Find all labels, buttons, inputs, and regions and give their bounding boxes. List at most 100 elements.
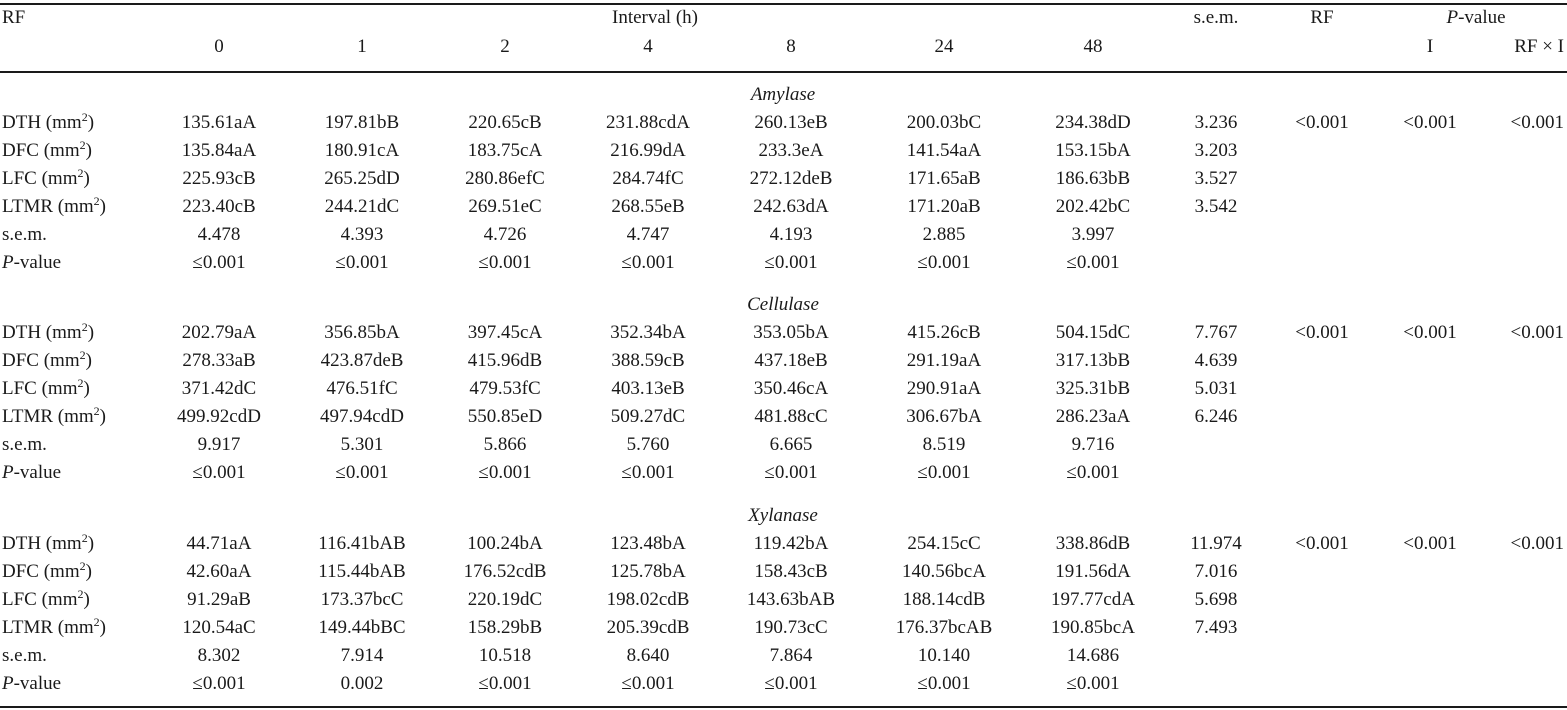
row-sem: 7.016 (1194, 561, 1238, 582)
header-pvalue: P-value (1446, 7, 1506, 28)
table-cell: 188.14cdB (902, 589, 986, 610)
table-cell: 190.73cC (754, 617, 828, 638)
sem-cell: 9.917 (197, 434, 241, 455)
table-cell: 223.40cB (182, 196, 256, 217)
sem-cell: 7.914 (340, 645, 384, 666)
table-cell: 234.38dD (1055, 112, 1131, 133)
pvalue-cell: ≤0.001 (335, 462, 389, 483)
p-i-value: <0.001 (1403, 112, 1457, 133)
table-cell: 42.60aA (186, 561, 252, 582)
sem-cell: 4.747 (626, 224, 670, 245)
header-hour-2: 2 (500, 36, 510, 57)
table-cell: 158.29bB (467, 617, 543, 638)
header-hour-8: 8 (786, 36, 796, 57)
table-cell: 220.65cB (468, 112, 542, 133)
header-hour-4: 4 (643, 36, 653, 57)
pvalue-cell: ≤0.001 (1066, 673, 1120, 694)
p-i-value: <0.001 (1403, 533, 1457, 554)
table-cell: 225.93cB (182, 168, 256, 189)
table-cell: 280.86efC (465, 168, 545, 189)
pvalue-cell: ≤0.001 (335, 252, 389, 273)
table-cell: 91.29aB (187, 589, 251, 610)
pvalue-cell: ≤0.001 (621, 462, 675, 483)
table-cell: 268.55eB (611, 196, 685, 217)
row-sem: 3.527 (1194, 168, 1238, 189)
table-cell: 140.56bcA (902, 561, 986, 582)
pvalue-cell: ≤0.001 (621, 673, 675, 694)
p-rfxi-value: <0.001 (1510, 533, 1564, 554)
row-sem: 5.698 (1194, 589, 1238, 610)
sem-cell: 4.726 (483, 224, 527, 245)
pvalue-row-label: P-value (2, 462, 62, 483)
table-cell: 143.63bAB (746, 589, 836, 610)
sem-cell: 7.864 (769, 645, 813, 666)
sem-cell: 10.140 (917, 645, 971, 666)
header-hour-24: 24 (934, 36, 954, 57)
table-cell: 509.27dC (610, 406, 686, 427)
pvalue-cell: ≤0.001 (621, 252, 675, 273)
sem-cell: 10.518 (478, 645, 532, 666)
pvalue-cell: ≤0.001 (478, 673, 532, 694)
table-cell: 497.94cdD (320, 406, 404, 427)
table-cell: 352.34bA (610, 322, 686, 343)
row-label: DTH (mm2) (2, 531, 95, 554)
row-label: DFC (mm2) (2, 138, 92, 161)
table-cell: 284.74fC (612, 168, 684, 189)
row-label: LTMR (mm2) (2, 615, 106, 638)
table-cell: 325.31bB (1055, 378, 1131, 399)
table-cell: 197.81bB (324, 112, 400, 133)
sem-row-label: s.e.m. (2, 434, 47, 455)
table-cell: 286.23aA (1055, 406, 1131, 427)
sem-cell: 2.885 (922, 224, 966, 245)
pvalue-cell: ≤0.001 (917, 252, 971, 273)
table-cell: 260.13eB (754, 112, 828, 133)
header-hour-1: 1 (357, 36, 367, 57)
pvalue-cell: ≤0.001 (764, 673, 818, 694)
pvalue-cell: 0.002 (340, 673, 384, 694)
table-cell: 397.45cA (467, 322, 543, 343)
table-cell: 231.88cdA (606, 112, 690, 133)
sem-cell: 8.302 (197, 645, 241, 666)
table-cell: 481.88cC (754, 406, 828, 427)
table-cell: 191.56dA (1055, 561, 1131, 582)
table-cell: 388.59cB (611, 350, 685, 371)
table-cell: 269.51eC (468, 196, 542, 217)
table-cell: 350.46cA (753, 378, 829, 399)
header-rf: RF (2, 7, 26, 28)
table-cell: 403.13eB (611, 378, 685, 399)
table-cell: 158.43cB (754, 561, 828, 582)
sem-row-label: s.e.m. (2, 645, 47, 666)
pvalue-cell: ≤0.001 (192, 673, 246, 694)
table-cell: 198.02cdB (606, 589, 690, 610)
table-cell: 272.12deB (749, 168, 833, 189)
row-label: DTH (mm2) (2, 110, 95, 133)
table-cell: 290.91aA (906, 378, 982, 399)
row-sem: 11.974 (1190, 533, 1242, 554)
table-cell: 291.19aA (906, 350, 982, 371)
table-cell: 135.84aA (181, 140, 257, 161)
sem-cell: 4.193 (769, 224, 813, 245)
table-cell: 171.65aB (907, 168, 981, 189)
header-rf-x-i: RF × I (1514, 36, 1564, 57)
table-cell: 115.44bAB (318, 561, 406, 582)
row-sem: 3.236 (1194, 112, 1238, 133)
sem-cell: 5.760 (626, 434, 670, 455)
pvalue-cell: ≤0.001 (764, 462, 818, 483)
bottom-rule (0, 706, 1567, 708)
table-cell: 202.42bC (1055, 196, 1131, 217)
table-cell: 356.85bA (324, 322, 400, 343)
table-cell: 190.85bcA (1051, 617, 1135, 638)
table-cell: 123.48bA (610, 533, 686, 554)
table-cell: 242.63dA (753, 196, 829, 217)
table-cell: 186.63bB (1055, 168, 1131, 189)
row-label: DTH (mm2) (2, 320, 95, 343)
table-cell: 100.24bA (467, 533, 543, 554)
top-rule (0, 3, 1567, 5)
table-cell: 180.91cA (324, 140, 400, 161)
row-label: LFC (mm2) (2, 587, 90, 610)
header-sem: s.e.m. (1193, 7, 1239, 28)
table-cell: 371.42dC (181, 378, 257, 399)
p-i-value: <0.001 (1403, 322, 1457, 343)
table-cell: 233.3eA (758, 140, 824, 161)
p-rf-value: <0.001 (1295, 112, 1349, 133)
